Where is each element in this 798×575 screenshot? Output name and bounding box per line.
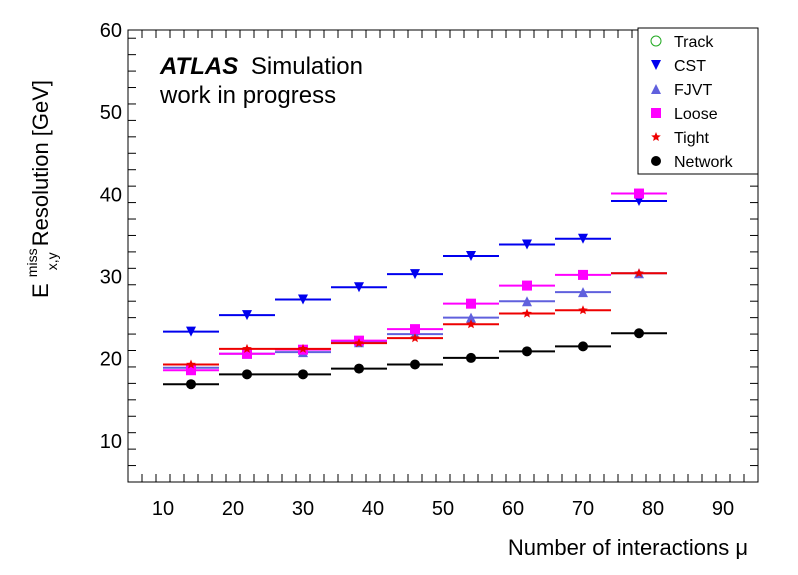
legend-item: Tight — [651, 130, 710, 147]
legend-item: FJVT — [651, 82, 712, 99]
data-point — [186, 379, 196, 390]
x-tick-label: 90 — [712, 498, 734, 520]
legend-marker — [651, 156, 661, 166]
data-point — [298, 343, 308, 353]
legend-label: Tight — [674, 130, 710, 147]
series-network — [163, 328, 667, 390]
legend-marker — [651, 108, 661, 118]
data-point — [186, 365, 196, 376]
y-axis-title-sup: miss — [24, 248, 40, 277]
axes: 10 20 30 40 50 60 70 80 90 10 20 30 40 50 60 — [100, 20, 759, 520]
atlas-label: ATLAS Simulation — [159, 53, 363, 80]
data-point — [634, 328, 644, 339]
data-point — [466, 319, 476, 329]
data-point — [578, 305, 588, 315]
data-point — [634, 188, 644, 199]
legend-item: Network — [651, 154, 734, 171]
legend-item: CST — [651, 58, 706, 75]
y-axis-title-sub: x,y — [44, 252, 60, 270]
legend-label: Track — [674, 34, 714, 51]
legend-label: FJVT — [674, 82, 712, 99]
data-point — [522, 296, 532, 307]
x-tick-label: 70 — [572, 498, 594, 520]
labels-layer: ATLAS Simulation work in progress Number… — [17, 53, 748, 560]
data-point — [410, 333, 420, 343]
legend: Track CST FJVT Loose Tight Network — [637, 27, 759, 175]
x-tick-label: 80 — [642, 498, 664, 520]
data-point — [466, 312, 476, 323]
legend-marker — [651, 84, 661, 94]
data-point — [466, 352, 476, 363]
y-axis-title-rest: Resolution [GeV] — [28, 80, 53, 246]
data-point — [410, 359, 420, 370]
data-point — [354, 282, 364, 293]
work-in-progress-label: work in progress — [159, 82, 336, 109]
atlas-brand: ATLAS — [159, 53, 238, 80]
data-point — [578, 233, 588, 244]
y-tick-label: 20 — [100, 349, 122, 371]
x-tick-label: 40 — [362, 498, 384, 520]
data-point — [242, 343, 252, 353]
data-point — [242, 369, 252, 380]
legend-label: Network — [674, 154, 734, 171]
data-point — [522, 308, 532, 318]
data-point — [186, 326, 196, 337]
data-point — [242, 348, 252, 359]
x-tick-label: 20 — [222, 498, 244, 520]
series-cst — [163, 195, 667, 337]
series-tight — [163, 268, 667, 369]
x-tick-label: 10 — [152, 498, 174, 520]
data-point — [410, 324, 420, 335]
data-point — [354, 363, 364, 374]
data-point — [298, 294, 308, 305]
data-point — [578, 269, 588, 280]
legend-marker — [651, 60, 661, 70]
data-point — [578, 341, 588, 352]
data-point — [410, 269, 420, 280]
y-axis-title-base: E — [28, 283, 53, 298]
data-point — [522, 346, 532, 357]
data-point — [634, 268, 644, 278]
series-fjvt — [163, 268, 667, 373]
data-point — [354, 338, 364, 348]
legend-item: Track — [650, 34, 714, 51]
y-tick-label: 10 — [100, 431, 122, 453]
legend-item: Loose — [651, 106, 718, 123]
legend-marker — [651, 132, 661, 141]
y-tick-label: 60 — [100, 20, 122, 42]
x-tick-label: 60 — [502, 498, 524, 520]
x-tick-label: 50 — [432, 498, 454, 520]
series-layer — [163, 188, 667, 390]
atlas-simulation: Simulation — [251, 53, 363, 80]
plot-frame — [127, 29, 759, 483]
y-tick-label: 40 — [100, 184, 122, 206]
x-tick-label: 30 — [292, 498, 314, 520]
legend-box — [637, 27, 759, 175]
y-axis-title: E miss x,y Resolution [GeV] — [17, 80, 62, 298]
x-axis-title: Number of interactions μ — [508, 535, 748, 560]
y-tick-label: 50 — [100, 102, 122, 124]
y-tick-label: 30 — [100, 267, 122, 289]
data-point — [578, 287, 588, 298]
data-point — [186, 359, 196, 369]
data-point — [298, 369, 308, 380]
data-point — [522, 280, 532, 291]
data-point — [522, 239, 532, 250]
data-point — [242, 310, 252, 321]
legend-label: CST — [674, 58, 706, 75]
legend-label: Loose — [674, 106, 718, 123]
data-point — [466, 298, 476, 309]
legend-marker — [650, 35, 662, 47]
data-point — [466, 251, 476, 261]
